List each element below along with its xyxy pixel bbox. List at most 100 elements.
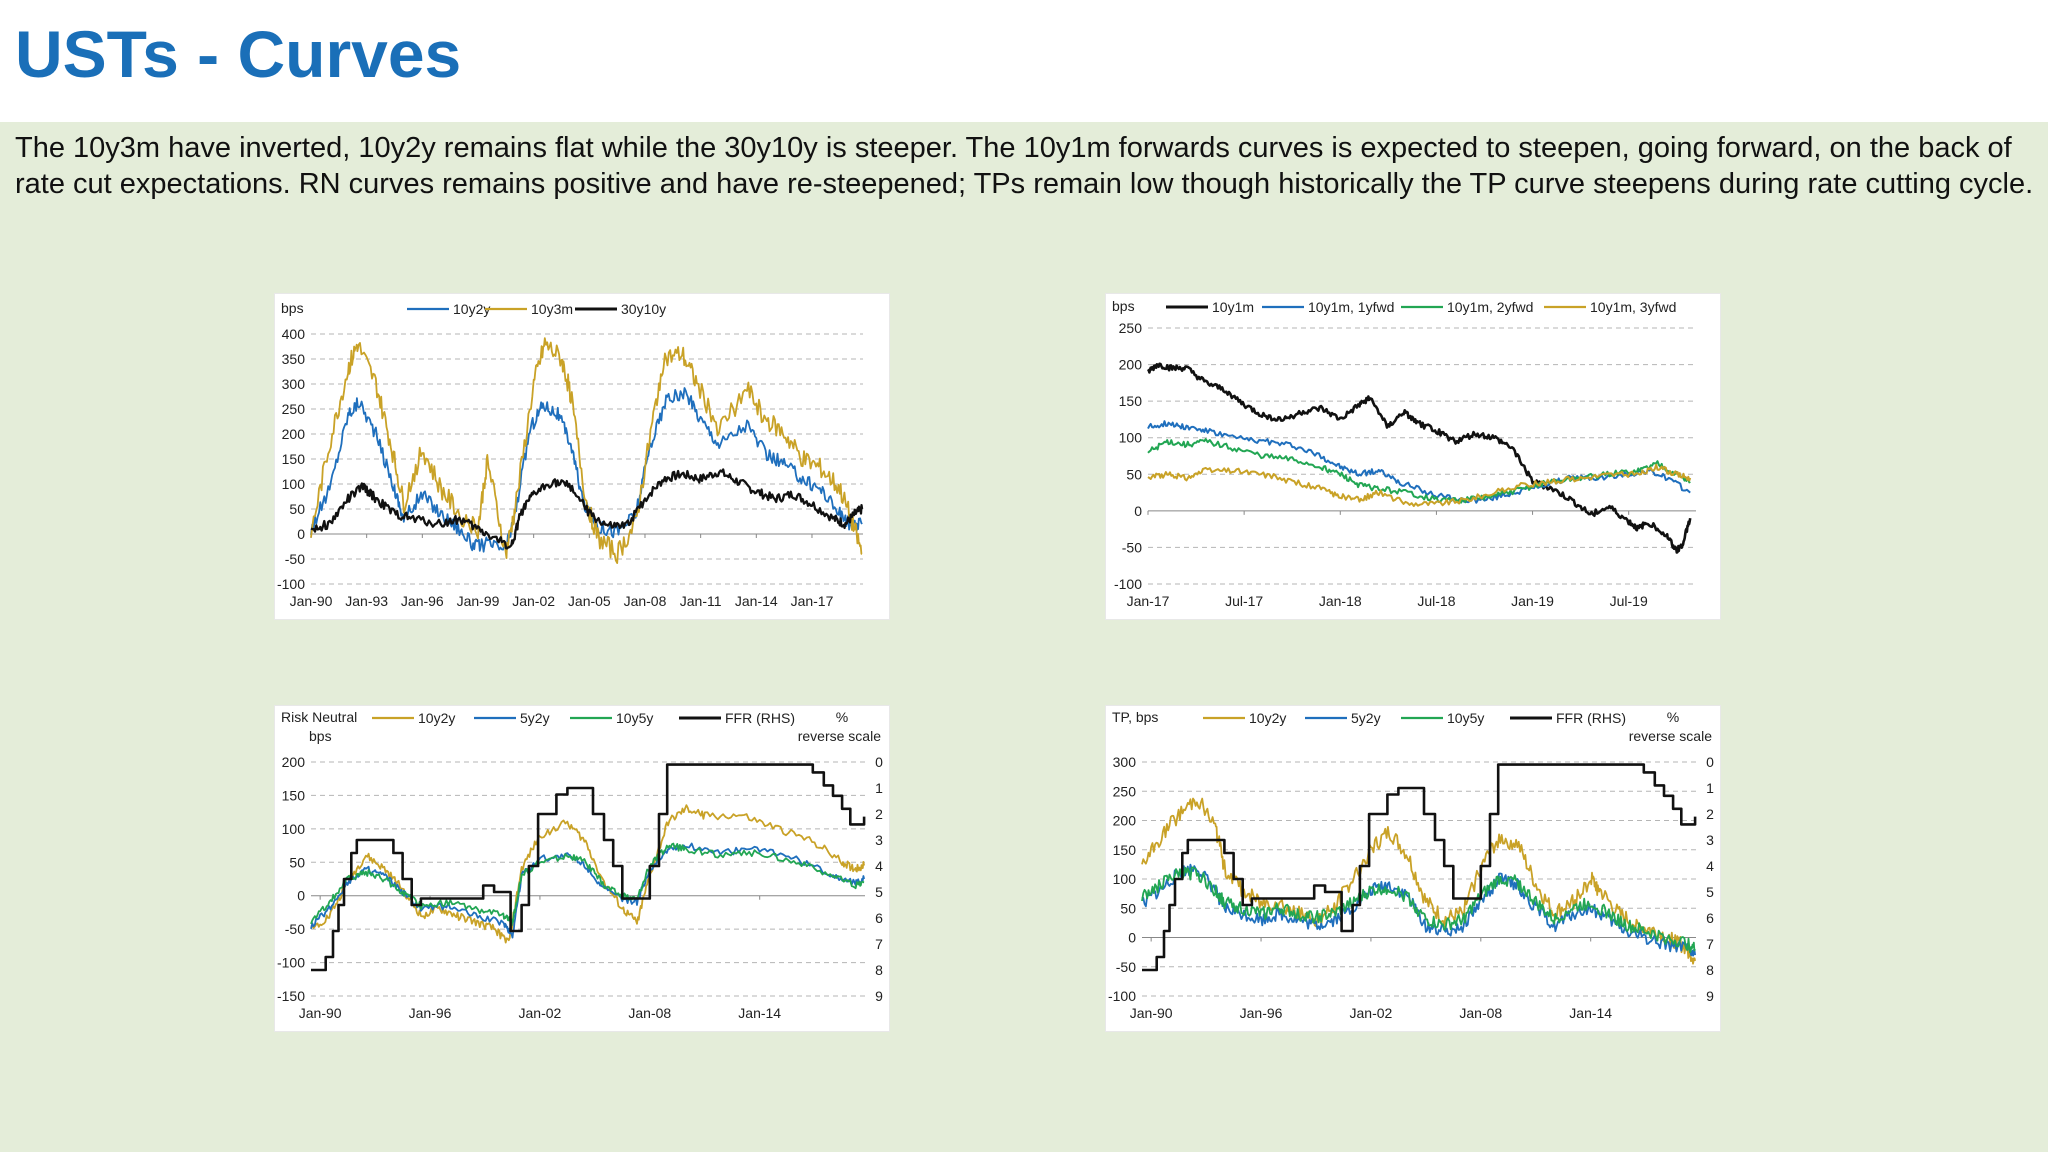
chart-panel-curves: 400 350 300 250 200 150 100 50 0 -50 -100 Jan-90 Jan… [274,293,890,620]
y2-tick-label: 5 [1706,884,1714,900]
y2-tick-label: 3 [875,832,883,848]
x-tick-label: Jan-02 [512,593,555,609]
y2-tick-label: 8 [1706,962,1714,978]
y-tick-label: 200 [282,754,306,770]
y2-tick-label: 5 [875,884,883,900]
y-tick-label: -100 [277,955,305,971]
y-tick-label: 50 [289,501,305,517]
y2-tick-label: 6 [1706,910,1714,926]
x-tick-label: Jan-18 [1319,593,1362,609]
legend-label: FFR (RHS) [725,710,795,726]
y-tick-label: 350 [282,351,306,367]
y-tick-label: 250 [1119,320,1143,336]
y-tick-label: 150 [1119,393,1143,409]
y2-tick-label: 2 [875,806,883,822]
series-line-ffr-rhs- [311,763,866,972]
y2-tick-label: 7 [875,936,883,952]
series-line-10y3m [310,337,863,564]
y-tick-label: 0 [1128,930,1136,946]
legend-label: 10y1m, 1yfwd [1308,299,1394,315]
x-tick-label: Jan-96 [1240,1005,1283,1021]
series-line-10y2y [310,804,865,944]
right-axis-label: reverse scale [1629,728,1712,744]
legend-label: 10y5y [616,710,653,726]
y2-tick-label: 9 [1706,988,1714,1004]
y2-tick-label: 0 [875,754,883,770]
y2-tick-label: 7 [1706,936,1714,952]
y-tick-label: 50 [1126,466,1142,482]
x-tick-label: Jan-14 [735,593,778,609]
title-bar: USTs - Curves [0,0,2048,122]
y-tick-label: -100 [1108,988,1136,1004]
y-tick-label: 50 [1120,900,1136,916]
x-tick-label: Jan-93 [345,593,388,609]
summary-text: The 10y3m have inverted, 10y2y remains f… [15,132,2034,200]
y-tick-label: -100 [277,576,305,592]
legend-label: 10y2y [453,301,490,317]
y-tick-label: 0 [1134,503,1142,519]
y-axis-label: bps [1112,298,1135,314]
y2-tick-label: 8 [875,962,883,978]
x-tick-label: Jan-90 [290,593,333,609]
y-axis-label: bps [281,300,304,316]
legend-label: 10y3m [531,301,573,317]
y-tick-label: 100 [282,476,306,492]
series-line-5y2y [310,842,865,939]
y2-tick-label: 4 [1706,858,1714,874]
x-tick-label: Jul-17 [1225,593,1263,609]
y-tick-label: 150 [282,451,306,467]
left-axis-label: Risk Neutral [281,709,357,725]
x-tick-label: Jan-19 [1511,593,1554,609]
series-line-10y1m-3yfwd [1147,463,1692,508]
y-tick-label: 100 [1113,871,1137,887]
x-tick-label: Jul-19 [1610,593,1648,609]
x-tick-label: Jan-17 [1127,593,1170,609]
y-tick-label: 250 [282,401,306,417]
y-tick-label: 400 [282,326,306,342]
legend-label: 30y10y [621,301,666,317]
page-title: USTs - Curves [15,17,462,91]
x-tick-label: Jan-99 [457,593,500,609]
x-tick-label: Jan-11 [680,593,722,609]
right-axis-label: % [1667,709,1679,725]
x-tick-label: Jan-90 [299,1005,342,1021]
y-tick-label: 100 [1119,430,1143,446]
y-tick-label: 100 [282,821,306,837]
legend-label: 10y1m [1212,299,1254,315]
chart-term-premium: 300 250 200 150 100 50 0 -50 -100 0 1 2 3 4 5 6 7 8 9 Jan-9… [1108,709,1714,1021]
y-tick-label: -50 [285,921,305,937]
y-tick-label: 0 [297,526,305,542]
legend-label: 10y2y [1249,710,1286,726]
chart-panel-risk-neutral: 200 150 100 50 0 -50 -100 -150 0 1 2 3 4 5 6 7 8 9 Jan-90 J… [274,705,890,1032]
y2-tick-label: 6 [875,910,883,926]
y-tick-label: 150 [1113,842,1137,858]
x-tick-label: Jan-05 [568,593,611,609]
y-tick-label: 50 [289,854,305,870]
y2-tick-label: 9 [875,988,883,1004]
y2-tick-label: 1 [1706,780,1714,796]
y-tick-label: -150 [277,988,305,1004]
x-tick-label: Jan-02 [519,1005,562,1021]
x-tick-label: Jan-08 [624,593,667,609]
y-tick-label: 200 [1119,357,1143,373]
x-tick-label: Jan-14 [738,1005,781,1021]
y-tick-label: 0 [297,888,305,904]
series-line-10y1m [1146,362,1692,554]
y-tick-label: 150 [282,787,306,803]
right-axis-label: % [836,709,848,725]
y2-tick-label: 3 [1706,832,1714,848]
legend-label: 10y2y [418,710,455,726]
legend-label: 10y1m, 3yfwd [1590,299,1676,315]
legend-label: 5y2y [1351,710,1381,726]
y-tick-label: -100 [1114,576,1142,592]
y2-tick-label: 2 [1706,806,1714,822]
series-line-10y5y [310,842,865,927]
chart-panel-forwards: 250 200 150 100 50 0 -50 -100 Jan-17 Jul-17 Jan-18… [1105,293,1721,620]
x-tick-label: Jan-17 [791,593,834,609]
right-axis-label: reverse scale [798,728,881,744]
series-line-ffr-rhs- [1142,763,1697,972]
x-tick-label: Jan-96 [409,1005,452,1021]
y2-tick-label: 1 [875,780,883,796]
